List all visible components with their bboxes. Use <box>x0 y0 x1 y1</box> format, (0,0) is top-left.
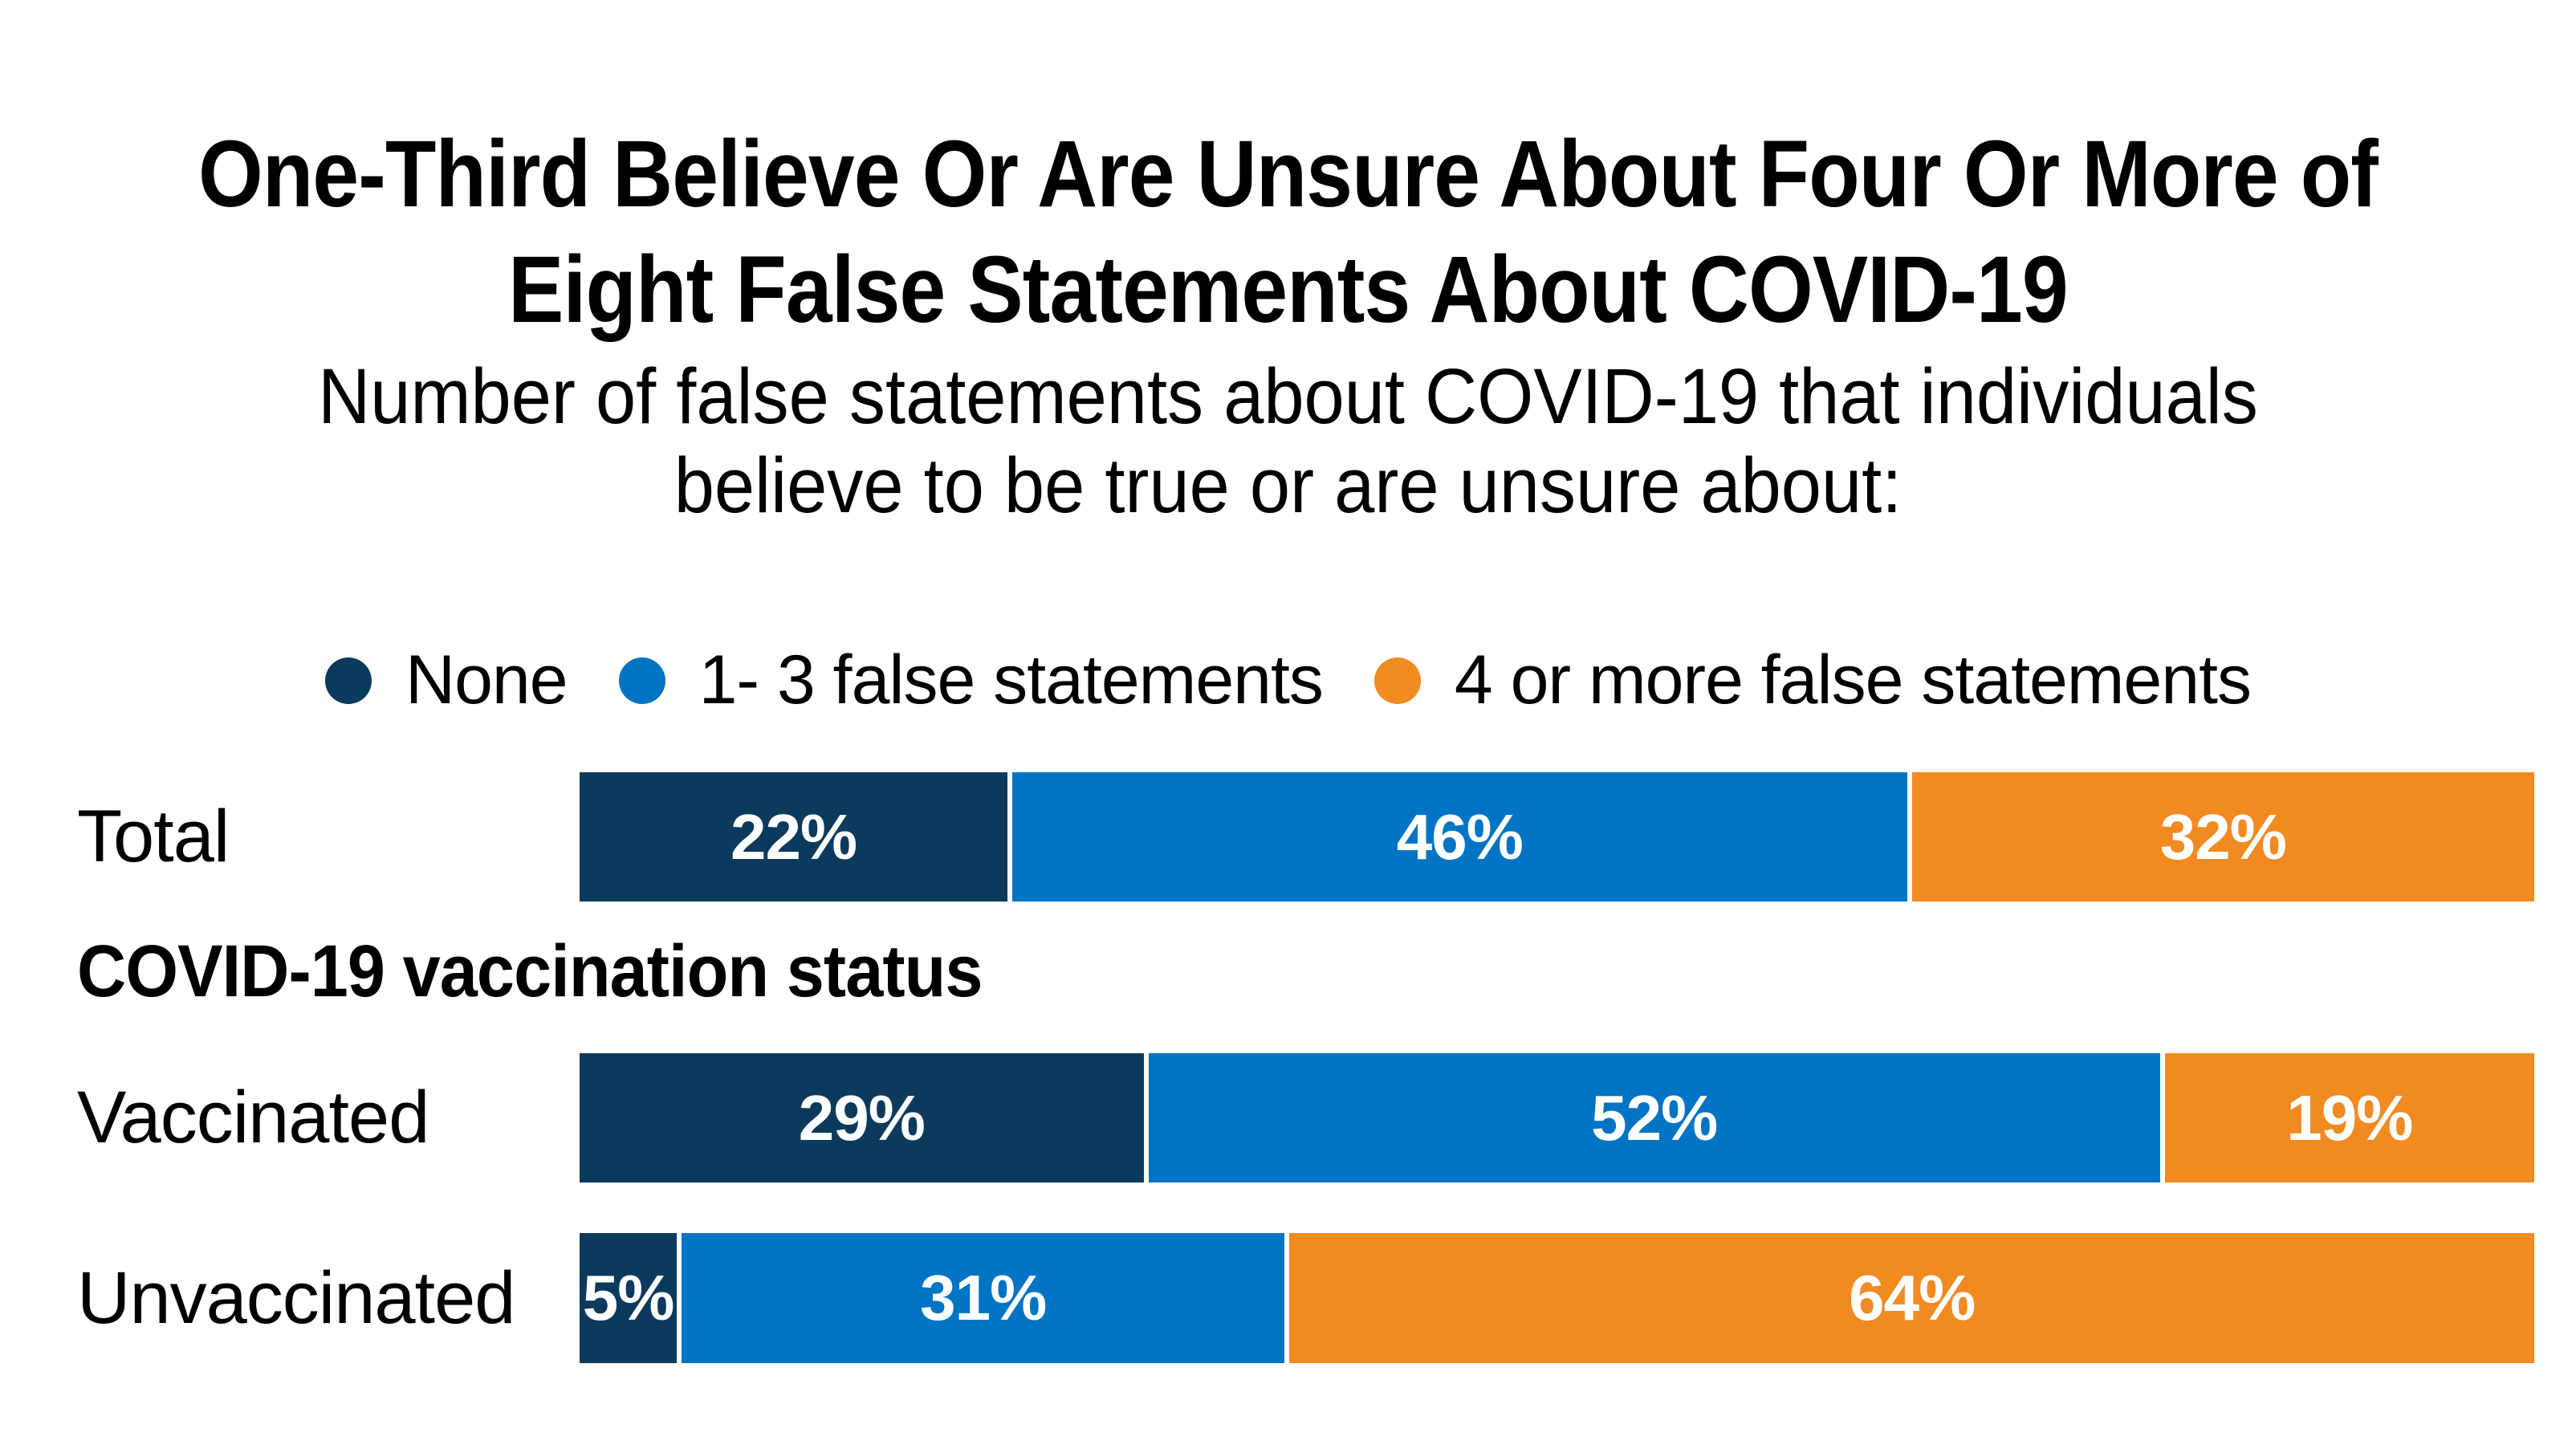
segment-value: 46% <box>1396 800 1524 873</box>
bar-segment: 32% <box>1911 772 2534 902</box>
bar-segment: 46% <box>1012 772 1907 902</box>
bar-row-total: Total 22% 46% 32% <box>0 772 2576 902</box>
bar-segment: 64% <box>1289 1233 2534 1363</box>
bar-segment: 22% <box>580 772 1008 902</box>
page-title: One-Third Believe Or Are Unsure About Fo… <box>155 116 2422 348</box>
stacked-bar: 22% 46% 32% <box>580 772 2534 902</box>
row-label: Unvaccinated <box>77 1256 515 1339</box>
bar-segment: 31% <box>682 1233 1285 1363</box>
segment-value: 32% <box>2159 800 2287 873</box>
chart-subtitle-line1: Number of false statements about COVID-1… <box>318 352 2258 440</box>
bar-segment: 19% <box>2164 1053 2534 1182</box>
chart-subtitle: Number of false statements about COVID-1… <box>90 352 2485 530</box>
legend-item-none: None <box>325 641 568 720</box>
segment-value: 52% <box>1591 1081 1718 1154</box>
legend-dot-orange-icon <box>1373 657 1421 704</box>
legend-label: 4 or more false statements <box>1454 641 2252 718</box>
segment-value: 64% <box>1849 1262 1976 1333</box>
bar-segment: 5% <box>580 1233 678 1363</box>
segment-value: 5% <box>582 1262 675 1333</box>
legend-item-1-3: 1- 3 false statements <box>618 641 1324 720</box>
page-title-line1: One-Third Believe Or Are Unsure About Fo… <box>197 121 2379 228</box>
bar-row-vaccinated: Vaccinated 29% 52% 19% <box>0 1053 2576 1182</box>
legend-item-4-plus: 4 or more false statements <box>1373 641 2252 720</box>
bar-row-unvaccinated: Unvaccinated 5% 31% 64% <box>0 1233 2576 1363</box>
legend-label: 1- 3 false statements <box>698 641 1324 718</box>
section-header-vaccination-status: COVID-19 vaccination status <box>77 930 983 1012</box>
segment-value: 29% <box>798 1081 926 1154</box>
page-title-line2: Eight False Statements About COVID-19 <box>508 237 2069 344</box>
stacked-bar: 29% 52% 19% <box>580 1053 2534 1182</box>
chart-subtitle-line2: believe to be true or are unsure about: <box>674 442 1902 529</box>
stacked-bar: 5% 31% 64% <box>580 1233 2534 1363</box>
legend-dot-navy-icon <box>325 657 372 704</box>
legend: None 1- 3 false statements 4 or more fal… <box>0 641 2576 720</box>
legend-dot-blue-icon <box>618 657 665 704</box>
segment-value: 31% <box>920 1262 1047 1333</box>
bar-segment: 29% <box>580 1053 1144 1182</box>
row-label: Vaccinated <box>77 1077 429 1158</box>
bar-segment: 52% <box>1148 1053 2160 1182</box>
segment-value: 22% <box>730 800 857 873</box>
row-label: Total <box>77 796 230 877</box>
segment-value: 19% <box>2286 1081 2413 1154</box>
legend-label: None <box>405 641 568 718</box>
